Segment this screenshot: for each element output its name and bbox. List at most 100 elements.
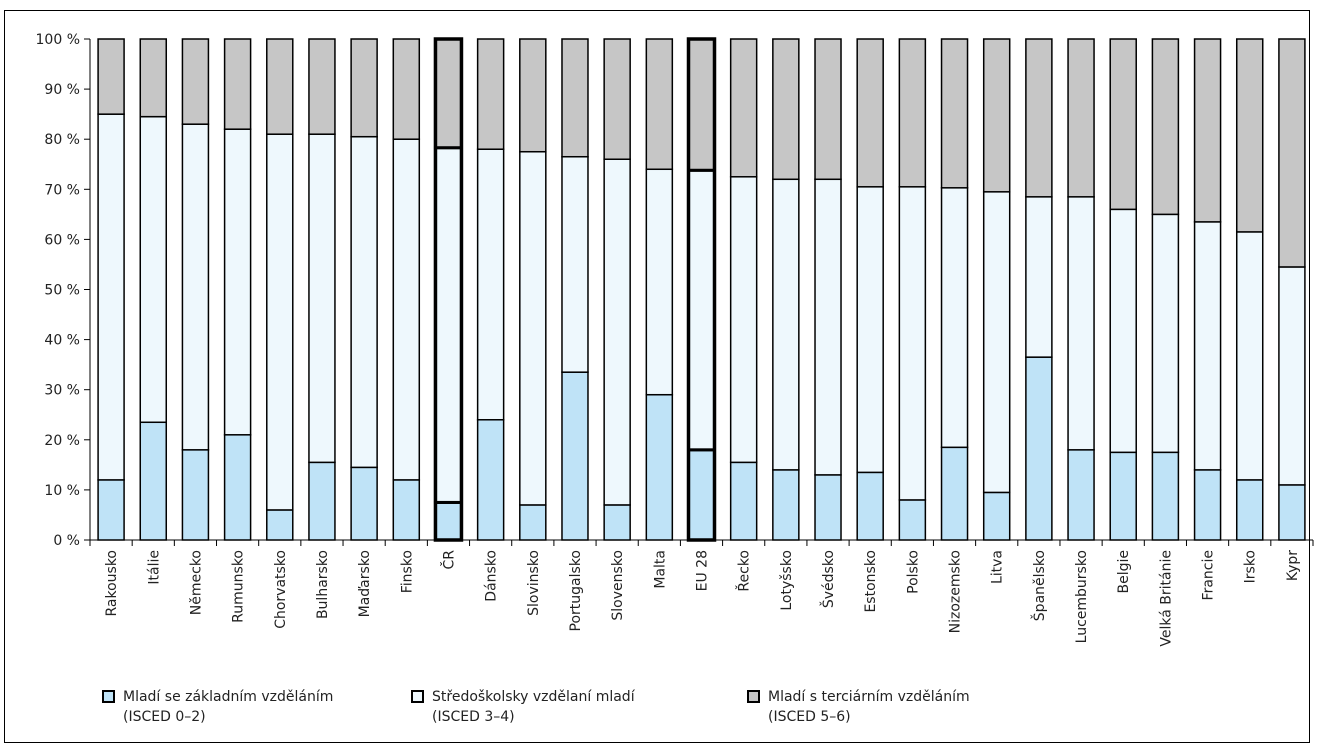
bar-segment (772, 178, 800, 471)
legend-sublabel-tertiary: (ISCED 5–6) (768, 709, 851, 725)
bar-segment (350, 466, 378, 541)
bar-segment (687, 168, 716, 452)
x-category-label: Litva (990, 550, 1006, 584)
bar-segment (308, 461, 336, 541)
y-tick-label: 60 % (44, 232, 80, 248)
bar-segment (350, 38, 378, 138)
bar-segment (223, 128, 252, 436)
bar-segment (687, 448, 716, 542)
y-tick-label: 0 % (53, 533, 80, 549)
bar-segment (519, 150, 547, 506)
x-category-label: Lucembursko (1074, 550, 1090, 643)
x-category-label: Malta (652, 550, 668, 589)
x-category-label: Chorvatsko (273, 550, 289, 629)
x-category-label: EU 28 (695, 550, 711, 591)
y-tick-label: 50 % (44, 283, 80, 299)
highlight-outline (433, 37, 464, 542)
bar-segment (940, 446, 969, 541)
y-tick-label: 10 % (44, 483, 80, 499)
bar-segment (139, 38, 168, 118)
x-category-label: Řecko (736, 550, 753, 592)
bar-segment (433, 37, 463, 150)
bar-segment (898, 499, 927, 541)
y-tick-label: 90 % (44, 82, 80, 98)
bar-segment (982, 38, 1011, 193)
bar-segment (603, 158, 631, 506)
bar-segment (1193, 469, 1222, 541)
bar-segment (729, 176, 758, 464)
bar-segment (476, 419, 505, 541)
x-category-label: Německo (188, 550, 204, 615)
legend-item-secondary: Středoškolsky vzdělaní mladí (ISCED 3–4) (411, 687, 635, 727)
bar-segment (561, 38, 589, 158)
bar-segment (1151, 38, 1180, 216)
bar-segment (1025, 196, 1053, 358)
bar-segment (181, 38, 210, 125)
x-category-label: Irsko (1243, 550, 1259, 583)
x-category-label: Portugalsko (568, 550, 584, 631)
x-category-label: Švédsko (819, 550, 837, 608)
bar-segment (1193, 221, 1222, 471)
y-tick-label: 100 % (36, 32, 80, 48)
bar-segment (814, 38, 842, 181)
bar-segment (308, 133, 336, 464)
bar-segment (392, 38, 421, 140)
bar-segment (898, 38, 927, 188)
bar-segment (476, 148, 505, 421)
legend-sublabel-basic: (ISCED 0–2) (123, 709, 206, 725)
chart-frame (4, 10, 1310, 743)
bar-segment (97, 113, 125, 481)
bar-segment (223, 434, 252, 541)
x-category-label: Bulharsko (315, 550, 331, 619)
bar-segment (1235, 479, 1264, 541)
bar-segment (940, 38, 969, 189)
bar-segment (433, 500, 463, 542)
bar-segment (772, 469, 800, 541)
bar-segment (139, 115, 168, 424)
bar-segment (1109, 208, 1137, 454)
bar-segment (772, 38, 800, 181)
bar-segment (308, 38, 336, 135)
x-category-label: Finsko (399, 550, 415, 593)
x-category-label: Slovinsko (526, 550, 542, 616)
bar-segment (519, 504, 547, 541)
bar-segment (433, 146, 463, 504)
y-tick-label: 40 % (44, 333, 80, 349)
x-category-label: ČR (439, 550, 457, 570)
bar-segment (97, 38, 125, 115)
bar-segment (1278, 266, 1306, 486)
bar-segment (1025, 356, 1053, 541)
bar-segment (603, 504, 631, 541)
x-category-label: Dánsko (484, 550, 500, 602)
bar-segment (645, 38, 674, 171)
bar-segment (1278, 484, 1306, 541)
bar-segment (266, 133, 294, 511)
bar-segment (982, 491, 1011, 541)
bar-segment (687, 37, 716, 172)
x-category-label: Slovensko (610, 550, 626, 621)
bar-segment (729, 38, 758, 178)
bar-segment (1235, 231, 1264, 481)
legend-label-basic: Mladí se základním vzděláním (123, 689, 334, 705)
x-category-label: Rumunsko (231, 550, 247, 623)
bar-segment (392, 138, 421, 481)
bar-segment (1151, 213, 1180, 454)
legend-item-tertiary: Mladí s terciárním vzděláním (ISCED 5–6) (747, 687, 970, 727)
highlight-outline (686, 37, 717, 542)
x-category-label: Maďarsko (357, 550, 373, 617)
x-category-label: Velká Británie (1158, 550, 1174, 647)
x-category-label: Belgie (1116, 550, 1132, 594)
legend-item-basic: Mladí se základním vzděláním (ISCED 0–2) (102, 687, 333, 727)
bar-segment (139, 421, 168, 541)
bar-segment (1278, 38, 1306, 268)
bar-segment (940, 187, 969, 449)
legend-sublabel-secondary: (ISCED 3–4) (432, 709, 515, 725)
y-tick-label: 70 % (44, 182, 80, 198)
bar-segment (392, 479, 421, 541)
bar-segment (181, 123, 210, 451)
bar-segment (350, 135, 378, 469)
bar-segment (1025, 38, 1053, 198)
x-category-label: Španělsko (1030, 550, 1048, 621)
bar-segment (266, 38, 294, 135)
